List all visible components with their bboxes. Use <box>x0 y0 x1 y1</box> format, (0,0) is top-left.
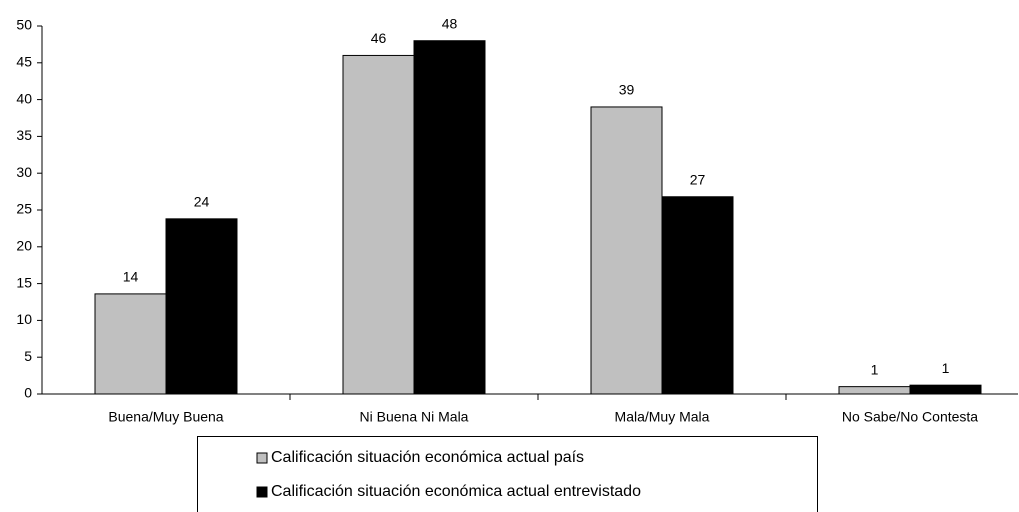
value-label: 1 <box>871 361 879 377</box>
legend-swatch <box>256 486 268 498</box>
x-tick-label: Ni Buena Ni Mala <box>360 409 469 425</box>
legend-box <box>197 436 818 512</box>
legend-swatch <box>256 452 268 464</box>
value-label: 27 <box>690 171 706 187</box>
y-tick-label: 25 <box>16 201 32 217</box>
bar <box>590 106 663 395</box>
y-tick-label: 35 <box>16 127 32 143</box>
value-label: 1 <box>942 360 950 376</box>
x-tick-label: Buena/Muy Buena <box>108 409 223 425</box>
x-tick-label: No Sabe/No Contesta <box>842 409 978 425</box>
bar <box>165 218 238 395</box>
value-label: 24 <box>194 194 210 210</box>
value-label: 46 <box>371 30 387 46</box>
bar <box>413 40 486 395</box>
bar <box>909 384 982 395</box>
x-tick-label: Mala/Muy Mala <box>615 409 710 425</box>
y-tick-label: 15 <box>16 274 32 290</box>
bar <box>838 386 911 395</box>
value-label: 14 <box>123 269 139 285</box>
legend-label: Calificación situación económica actual … <box>271 449 584 466</box>
value-label: 39 <box>619 82 635 98</box>
y-tick-label: 30 <box>16 164 32 180</box>
bar <box>94 293 167 395</box>
y-tick-label: 50 <box>16 17 32 33</box>
y-tick-label: 5 <box>24 348 32 364</box>
bar <box>661 196 734 395</box>
y-tick-label: 0 <box>24 385 32 401</box>
y-tick-label: 45 <box>16 54 32 70</box>
y-tick-label: 40 <box>16 90 32 106</box>
value-label: 48 <box>442 15 458 31</box>
legend-label: Calificación situación económica actual … <box>271 483 641 500</box>
y-tick-label: 20 <box>16 238 32 254</box>
bar <box>342 54 415 395</box>
y-tick-label: 10 <box>16 311 32 327</box>
